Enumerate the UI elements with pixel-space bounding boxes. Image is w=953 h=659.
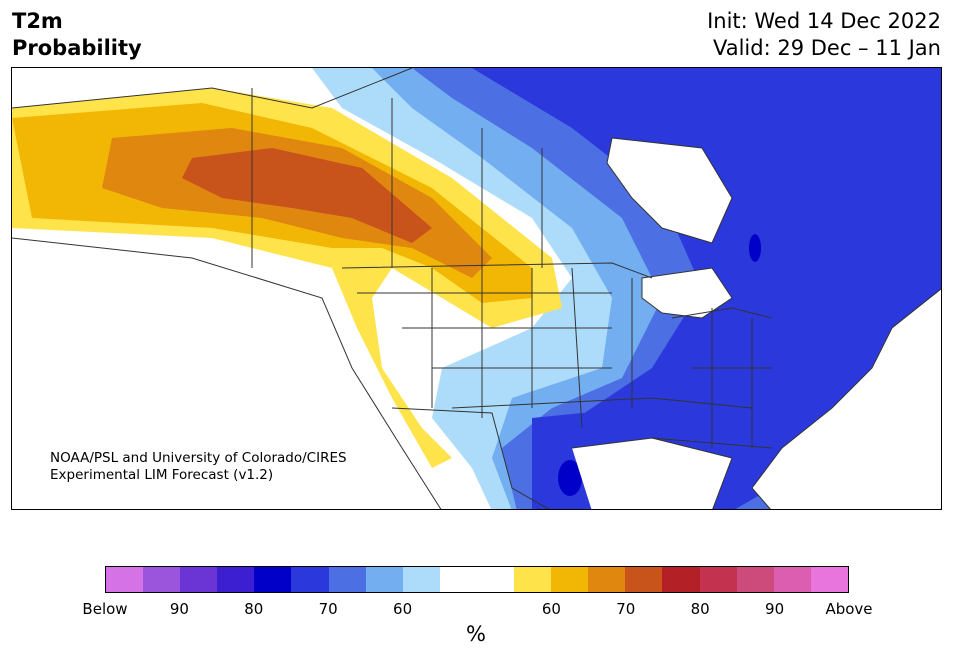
country-state-borders bbox=[12, 68, 941, 509]
title-type: Probability bbox=[12, 36, 142, 60]
forecast-dates: Init: Wed 14 Dec 2022 Valid: 29 Dec – 11… bbox=[707, 8, 941, 62]
init-date: Init: Wed 14 Dec 2022 bbox=[707, 9, 941, 33]
prob-band-above-75 bbox=[182, 148, 432, 243]
colorbar-swatch bbox=[106, 567, 144, 592]
map-title: T2m Probability bbox=[12, 8, 142, 62]
colorbar-tick-label: Below bbox=[82, 600, 128, 618]
colorbar-swatch bbox=[810, 567, 848, 592]
colorbar-swatch bbox=[773, 567, 811, 592]
colorbar-tick-label: 80 bbox=[690, 600, 710, 618]
prob-core-below-80-texas bbox=[558, 460, 582, 496]
pacific-ocean bbox=[12, 238, 441, 509]
colorbar-swatch bbox=[439, 567, 477, 592]
colorbar-swatch bbox=[180, 567, 218, 592]
colorbar-swatch bbox=[328, 567, 366, 592]
colorbar-swatch bbox=[736, 567, 774, 592]
colorbar-tick-label: Above bbox=[825, 600, 873, 618]
prob-core-below-80-quebec bbox=[749, 234, 761, 262]
colorbar-tick-label: 70 bbox=[616, 600, 636, 618]
colorbar-swatch bbox=[217, 567, 255, 592]
great-lakes bbox=[642, 268, 732, 318]
hudson-bay bbox=[607, 138, 732, 243]
colorbar-unit: % bbox=[466, 622, 486, 646]
colorbar-tick-label: 60 bbox=[541, 600, 561, 618]
colorbar-swatch bbox=[402, 567, 440, 592]
atlantic-ocean bbox=[752, 289, 941, 509]
colorbar-swatch bbox=[254, 567, 292, 592]
colorbar-swatch bbox=[588, 567, 626, 592]
colorbar-swatch bbox=[662, 567, 700, 592]
colorbar-swatch bbox=[476, 567, 515, 592]
probability-map: NOAA/PSL and University of Colorado/CIRE… bbox=[11, 67, 942, 510]
colorbar-swatch bbox=[625, 567, 663, 592]
colorbar-tick-label: 90 bbox=[765, 600, 785, 618]
title-variable: T2m bbox=[12, 9, 63, 33]
colorbar-swatch bbox=[365, 567, 403, 592]
colorbar-tick-label: 70 bbox=[318, 600, 338, 618]
map-canvas bbox=[12, 68, 941, 509]
colorbar-swatch bbox=[551, 567, 589, 592]
credit-text: NOAA/PSL and University of Colorado/CIRE… bbox=[50, 450, 347, 484]
colorbar-tick-label: 90 bbox=[169, 600, 189, 618]
valid-range: Valid: 29 Dec – 11 Jan bbox=[712, 36, 941, 60]
colorbar bbox=[105, 566, 849, 593]
credit-line1: NOAA/PSL and University of Colorado/CIRE… bbox=[50, 450, 347, 466]
gulf-of-mexico bbox=[572, 438, 732, 509]
colorbar-swatch bbox=[291, 567, 329, 592]
credit-line2: Experimental LIM Forecast (v1.2) bbox=[50, 467, 274, 483]
colorbar-swatch bbox=[514, 567, 552, 592]
colorbar-swatch bbox=[699, 567, 737, 592]
colorbar-tick-label: 80 bbox=[244, 600, 264, 618]
colorbar-swatch bbox=[143, 567, 181, 592]
colorbar-tick-label: 60 bbox=[393, 600, 413, 618]
